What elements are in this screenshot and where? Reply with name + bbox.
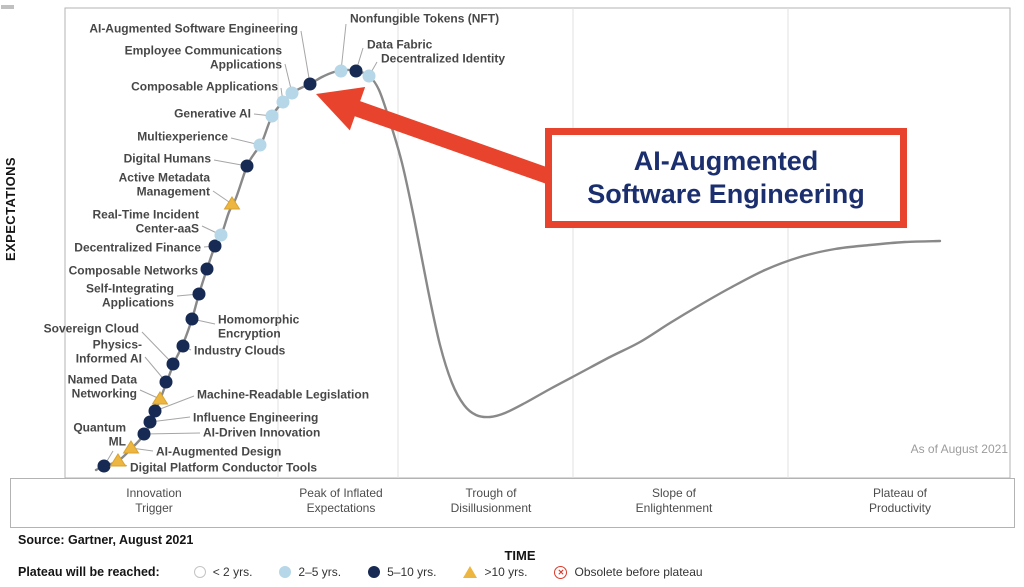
lightblue-marker-icon [279,566,292,578]
dot-marker [240,159,254,173]
dot-marker [276,95,290,109]
legend: Plateau will be reached: < 2 yrs. 2–5 yrs… [18,561,730,583]
dot-marker [143,415,157,429]
dot-marker [176,339,190,353]
dot-marker [137,427,151,441]
navy-marker-icon [368,566,381,578]
dot-marker [265,109,279,123]
connector-line [141,331,174,365]
legend-item-label: >10 yrs. [484,565,528,579]
triangle-marker [109,453,127,467]
as-of-note: As of August 2021 [910,442,1008,456]
plot-border [64,7,1011,479]
dot-marker [148,404,162,418]
dot-marker [192,287,206,301]
legend-item: 2–5 yrs. [279,565,341,579]
callout-line-2: Software Engineering [587,179,865,209]
phase-label: Innovation Trigger [126,486,182,515]
legend-item-label: < 2 yrs. [212,565,253,579]
connector-line [300,30,311,85]
dot-marker [97,459,111,473]
triangle-marker [223,196,241,210]
obsolete-marker-icon: ✕ [554,565,568,579]
legend-item: 5–10 yrs. [368,565,436,579]
dot-marker [185,312,199,326]
dot-marker [303,77,317,91]
legend-items: < 2 yrs. 2–5 yrs. 5–10 yrs. >10 yrs. ✕ Obsole… [193,565,730,579]
dot-marker [159,375,173,389]
dot-marker [200,262,214,276]
y-axis-label: EXPECTATIONS [3,157,18,261]
white-marker-icon [193,566,206,578]
legend-item: >10 yrs. [463,565,527,579]
dot-marker [285,86,299,100]
legend-title: Plateau will be reached: [18,565,160,579]
legend-item: < 2 yrs. [193,565,253,579]
x-axis-label: TIME [504,548,536,563]
connector-line [149,416,191,423]
legend-item-label: Obsolete before plateau [574,565,703,579]
corner-dash [1,5,14,9]
phase-label: Slope of Enlightenment [635,486,713,515]
dot-marker [208,239,222,253]
phase-label: Trough of Disillusionment [450,486,532,515]
connector-line [154,395,195,412]
dot-marker [334,64,348,78]
source-note: Source: Gartner, August 2021 [18,533,194,547]
dot-marker [166,357,180,371]
connector-line [340,23,347,72]
callout-arrow-shaft [349,99,551,184]
triangle-marker [122,440,140,454]
legend-item-label: 2–5 yrs. [298,565,342,579]
dot-marker [349,64,363,78]
phase-strip: Innovation Trigger Peak of Inflated Expec… [10,478,1015,528]
callout-arrow-head [316,86,366,131]
dot-marker [362,69,376,83]
triangle-marker [151,391,169,405]
connector-line [143,432,201,435]
callout-box: AI-Augmented Software Engineering [545,128,907,228]
legend-item: ✕ Obsolete before plateau [554,565,703,579]
callout-line-1: AI-Augmented [633,146,819,176]
legend-item-label: 5–10 yrs. [387,565,437,579]
dot-marker [214,228,228,242]
triangle-marker-icon [463,566,478,578]
dot-marker [253,138,267,152]
phase-label: Peak of Inflated Expectations [299,486,383,515]
phase-label: Plateau of Productivity [868,486,932,515]
